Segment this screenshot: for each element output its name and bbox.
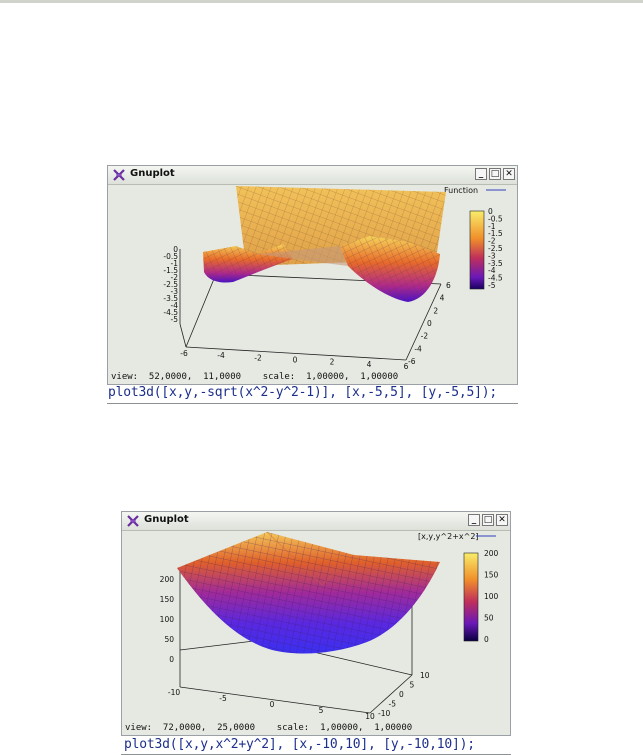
z-tick: -2.5: [163, 280, 178, 289]
colorbar-tick: -4: [488, 266, 496, 275]
y-tick: -4: [414, 344, 422, 353]
maximize-button[interactable]: □: [489, 168, 501, 180]
close-button[interactable]: ✕: [496, 514, 508, 526]
axis-box: [179, 249, 442, 361]
z-tick: 200: [160, 575, 175, 584]
z-tick: 50: [164, 635, 174, 644]
z-axis-tick-labels: 0-0.5-1-1.5-2-2.5-3-3.5-4-4.5-5: [163, 245, 178, 324]
page-top-rule: [0, 0, 643, 3]
colorbar-tick: 50: [484, 614, 494, 623]
x-tick: 2: [330, 358, 335, 367]
colorbar-tick: -3: [488, 251, 496, 260]
maximize-button[interactable]: □: [482, 514, 494, 526]
colorbar-tick: 150: [484, 571, 499, 580]
window-2-title: Gnuplot: [144, 514, 189, 525]
gnuplot-window-2[interactable]: Gnuplot _ □ ✕ [x,y,y^2+x^: [121, 511, 511, 736]
colorbar-tick: 200: [484, 549, 499, 558]
z-tick: 150: [160, 595, 175, 604]
window-1-titlebar[interactable]: Gnuplot _ □ ✕: [108, 166, 517, 185]
z-tick: 0: [169, 655, 174, 664]
z-axis-tick-labels: 200 150 100 50 0: [160, 575, 175, 664]
y-tick: 2: [433, 306, 438, 315]
gnuplot-app-icon: [113, 169, 125, 181]
close-button[interactable]: ✕: [503, 168, 515, 180]
z-tick: -1.5: [163, 266, 178, 275]
colorbar-tick: -4.5: [488, 274, 503, 283]
window-2-titlebar[interactable]: Gnuplot _ □ ✕: [122, 512, 510, 531]
minimize-button[interactable]: _: [475, 168, 487, 180]
command-1-underline: [107, 403, 518, 404]
x-tick: -4: [217, 351, 225, 360]
colorbar-tick-labels: 0-0.5-1-1.5-2-2.5-3-3.5-4-4.5-5: [488, 207, 503, 290]
status-bar: view: 72,0000, 25,0000 scale: 1,00000, 1…: [125, 723, 413, 733]
plot-1-canvas: Function 0-0.5-1-1.5-2-2.5-3-3.5-4-4.5-5…: [163, 186, 506, 369]
y-tick: 6: [446, 281, 451, 290]
colorbar-tick: -1: [488, 222, 496, 231]
x-tick: -5: [219, 694, 227, 703]
colorbar-tick: -3.5: [488, 259, 503, 268]
x-axis-tick-labels: -10 -5 0 5 10: [168, 688, 375, 720]
gnuplot-app-icon: [127, 515, 139, 527]
z-tick: -1: [171, 259, 179, 268]
status-bar: view: 52,0000, 11,0000 scale: 1,00000, 1…: [111, 372, 399, 382]
colorbar: [469, 210, 485, 290]
x-tick: 10: [365, 712, 375, 720]
window-1-title: Gnuplot: [130, 168, 175, 179]
y-tick: 4: [440, 294, 445, 303]
z-tick: -4.5: [163, 308, 178, 317]
z-tick: -3.5: [163, 294, 178, 303]
y-tick: 5: [410, 681, 415, 690]
z-tick: -5: [171, 315, 179, 324]
x-tick: 6: [404, 362, 409, 369]
y-tick: 10: [420, 671, 430, 680]
y-axis-tick-labels: 10 50-5-10: [378, 671, 430, 718]
x-axis-tick-labels: -6 -4 -2 0 2 4 6: [180, 349, 408, 369]
gnuplot-window-1[interactable]: Gnuplot _ □ ✕: [107, 165, 518, 385]
z-tick: -4: [171, 301, 179, 310]
x-tick: -6: [180, 349, 188, 358]
x-tick: 4: [367, 360, 372, 369]
y-tick: 0: [427, 319, 432, 328]
colorbar-tick: -2: [488, 237, 496, 246]
x-tick: 0: [293, 356, 298, 365]
z-tick: -0.5: [163, 252, 178, 261]
colorbar-tick: -5: [488, 281, 496, 290]
colorbar-tick: -2.5: [488, 244, 503, 253]
command-1-text: plot3d([x,y,-sqrt(x^2-y^2-1)], [x,-5,5],…: [108, 385, 497, 400]
legend-label: Function: [444, 186, 478, 195]
colorbar-tick: 100: [484, 592, 499, 601]
legend-label: [x,y,y^2+x^2]: [418, 532, 479, 541]
colorbar-tick: 0: [484, 635, 489, 644]
x-tick: 0: [270, 700, 275, 709]
x-tick: 5: [319, 706, 324, 715]
minimize-button[interactable]: _: [468, 514, 480, 526]
y-tick: -2: [421, 332, 429, 341]
z-tick: 0: [173, 245, 178, 254]
command-2-text: plot3d([x,y,x^2+y^2], [x,-10,10], [y,-10…: [124, 737, 475, 752]
colorbar-tick: -1.5: [488, 229, 503, 238]
y-tick: -6: [408, 357, 416, 366]
z-tick: -2: [171, 273, 179, 282]
surface-saddle: [258, 246, 348, 266]
colorbar-tick: 0: [488, 207, 493, 216]
y-tick: -10: [378, 709, 390, 718]
y-tick: -5: [389, 700, 397, 709]
z-tick: -3: [171, 287, 179, 296]
x-tick: -2: [254, 353, 262, 362]
x-tick: -10: [168, 688, 180, 697]
y-tick: 0: [399, 690, 404, 699]
z-tick: 100: [160, 615, 175, 624]
colorbar-tick: -0.5: [488, 214, 503, 223]
colorbar-tick-labels: 200 150 100 50 0: [484, 549, 499, 644]
colorbar: [463, 552, 479, 642]
